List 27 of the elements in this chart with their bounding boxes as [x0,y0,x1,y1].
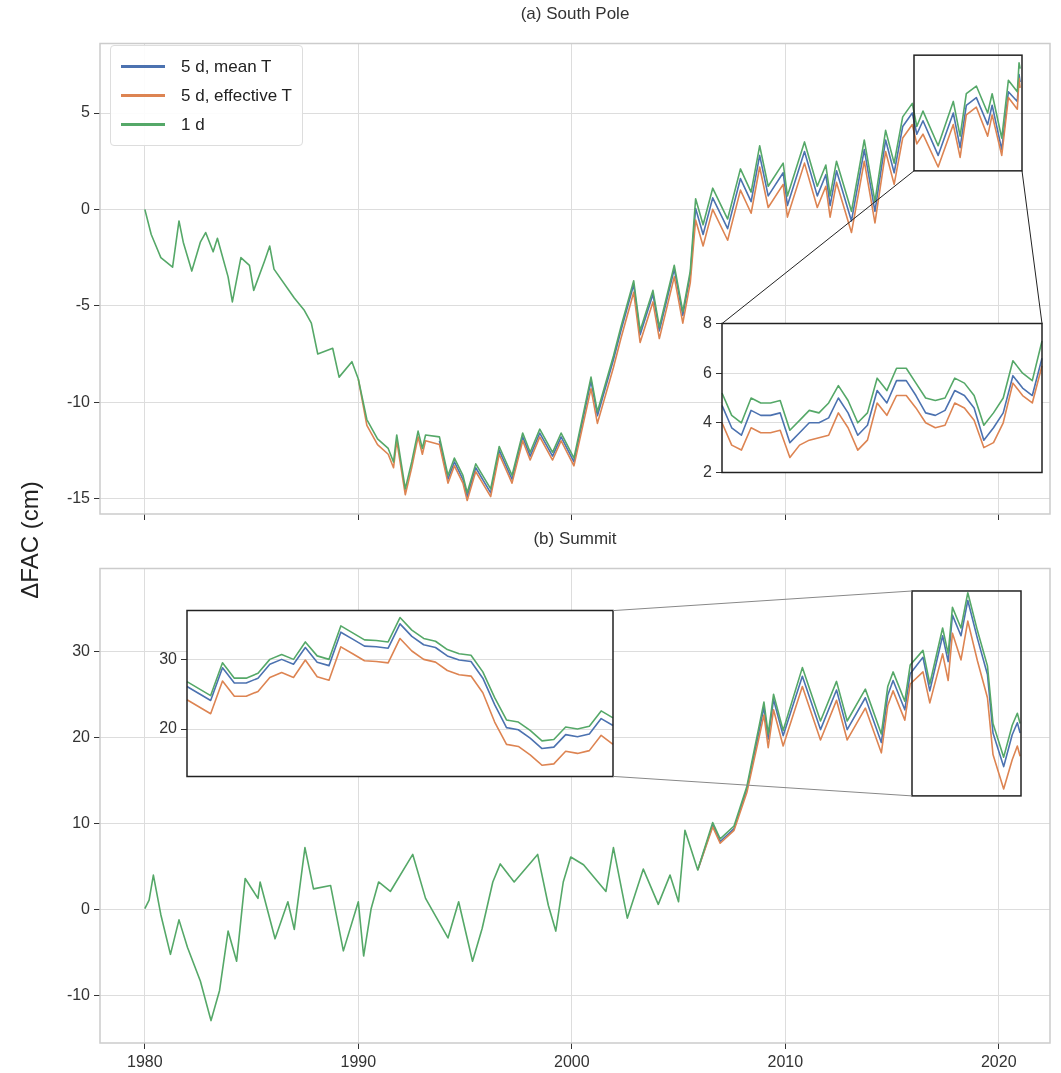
y-tick-label: 20 [159,719,178,737]
y-tick-label: 30 [159,649,178,667]
legend-label: 1 d [181,114,205,135]
y-tick-label: 5 [81,103,91,121]
y-tick-label: 6 [703,363,713,381]
chart-title: (a) South Pole [519,4,631,24]
chart-title: (b) Summit [532,529,618,549]
x-tick-label: 2020 [980,1053,1017,1071]
x-tick-label: 2000 [554,1053,590,1071]
y-tick-label: 10 [72,813,91,831]
y-tick-label: -10 [66,986,91,1004]
y-tick-label: 0 [81,899,91,917]
y-tick-label: -10 [66,392,91,410]
x-tick-label: 2010 [767,1053,804,1071]
y-tick-label: 2 [703,462,713,480]
y-tick-label: 0 [81,199,91,217]
y-tick-label: 30 [72,641,91,659]
legend-label: 5 d, mean T [181,56,272,77]
y-tick-label: -15 [66,488,91,506]
y-tick-label: 4 [703,413,713,431]
y-tick-label: -5 [75,296,91,314]
y-tick-label: 20 [72,727,91,745]
x-tick-label: 1990 [340,1053,377,1071]
y-axis-title: ΔFAC (cm) [16,481,44,599]
y-tick-label: 8 [703,314,713,332]
x-tick-label: 1980 [127,1053,163,1071]
legend-label: 5 d, effective T [181,85,292,106]
